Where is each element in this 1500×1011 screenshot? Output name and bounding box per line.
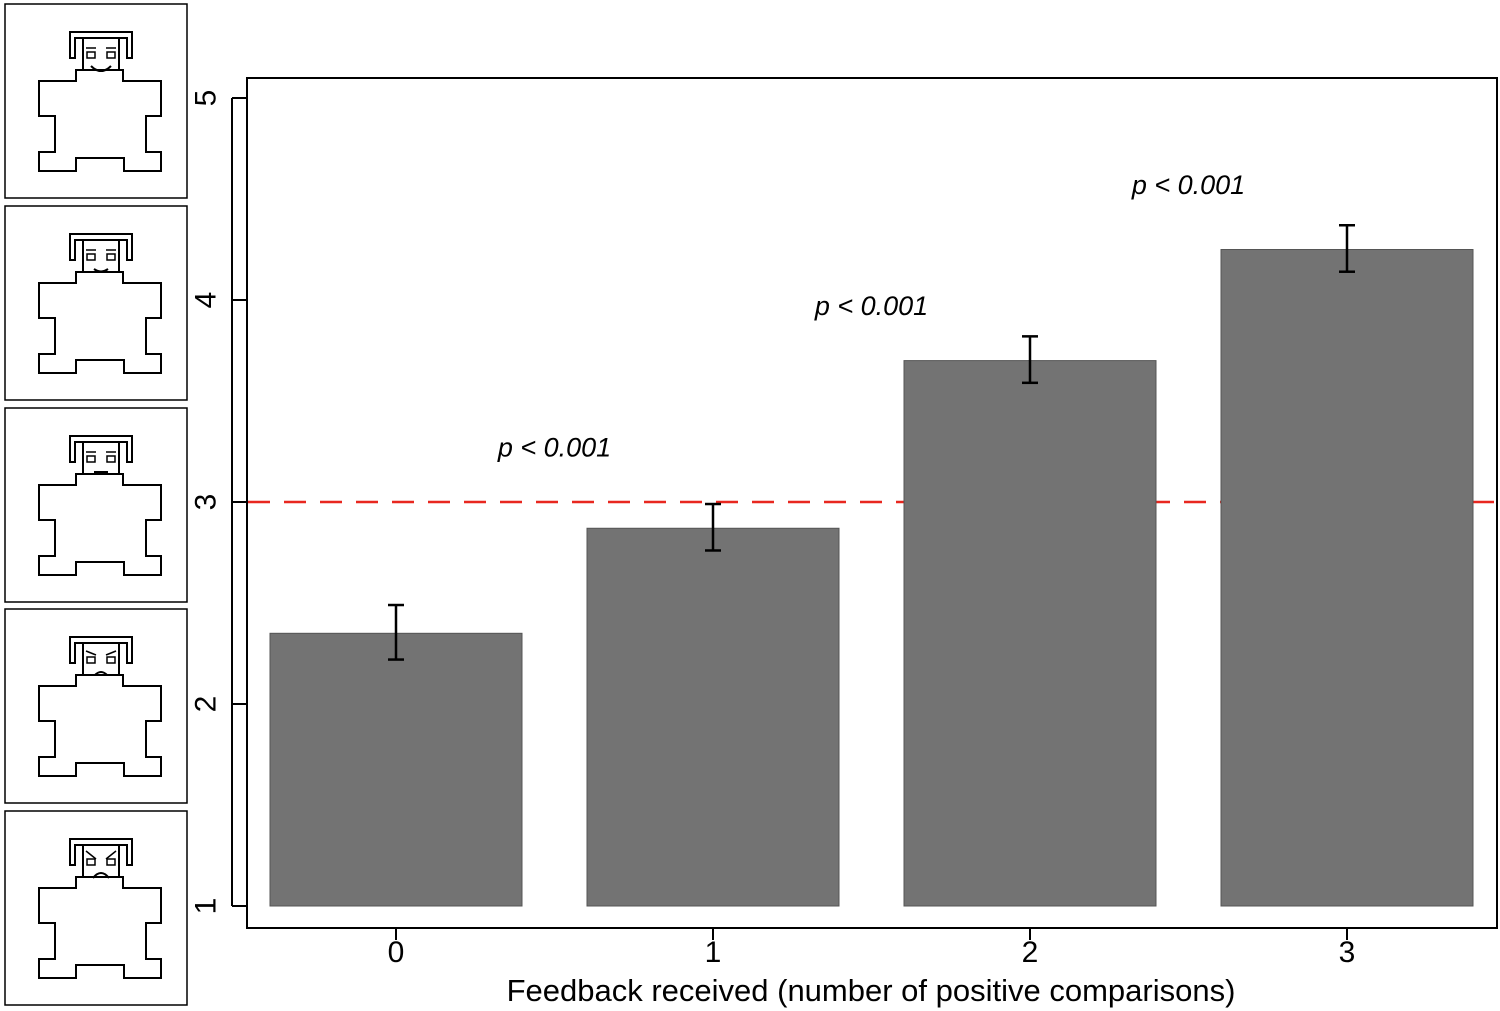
x-axis-label: Feedback received (number of positive co… xyxy=(507,973,1236,1008)
error-bar-1 xyxy=(705,502,721,552)
error-bar-3 xyxy=(1339,224,1355,273)
smile-slight-icon xyxy=(4,205,188,401)
error-bar-2 xyxy=(1022,335,1038,385)
self-assessment-manikin-scale xyxy=(4,3,188,1006)
p-value-annotation-2: p < 0.001 xyxy=(814,291,928,321)
p-value-annotation-3: p < 0.001 xyxy=(1131,170,1245,200)
p-value-annotation-1: p < 0.001 xyxy=(497,432,611,462)
x-tick-label-0: 0 xyxy=(388,936,405,969)
smile-wide-icon xyxy=(4,3,188,199)
neutral-face-icon xyxy=(4,407,188,603)
error-bar-0 xyxy=(388,603,404,661)
frown-deep-icon xyxy=(4,810,188,1006)
y-tick-label: 1 xyxy=(190,898,223,915)
bars xyxy=(269,249,1474,907)
y-axis: 1 2 3 4 5 xyxy=(190,90,247,915)
bar-3 xyxy=(1220,249,1474,907)
y-tick-label: 5 xyxy=(190,90,223,107)
bar-0 xyxy=(269,632,523,907)
frown-slight-icon xyxy=(4,608,188,804)
significance-annotations: p < 0.001 p < 0.001 p < 0.001 xyxy=(497,170,1245,463)
bar-1 xyxy=(586,527,840,907)
y-tick-label: 3 xyxy=(190,494,223,511)
x-tick-label-1: 1 xyxy=(705,936,722,969)
x-tick-label-2: 2 xyxy=(1022,936,1039,969)
x-axis: 0 1 2 3 xyxy=(388,927,1356,969)
y-tick-label: 2 xyxy=(190,696,223,713)
y-tick-label: 4 xyxy=(190,292,223,309)
error-bars xyxy=(388,224,1355,661)
bar-2 xyxy=(903,360,1157,907)
x-tick-label-3: 3 xyxy=(1339,936,1356,969)
